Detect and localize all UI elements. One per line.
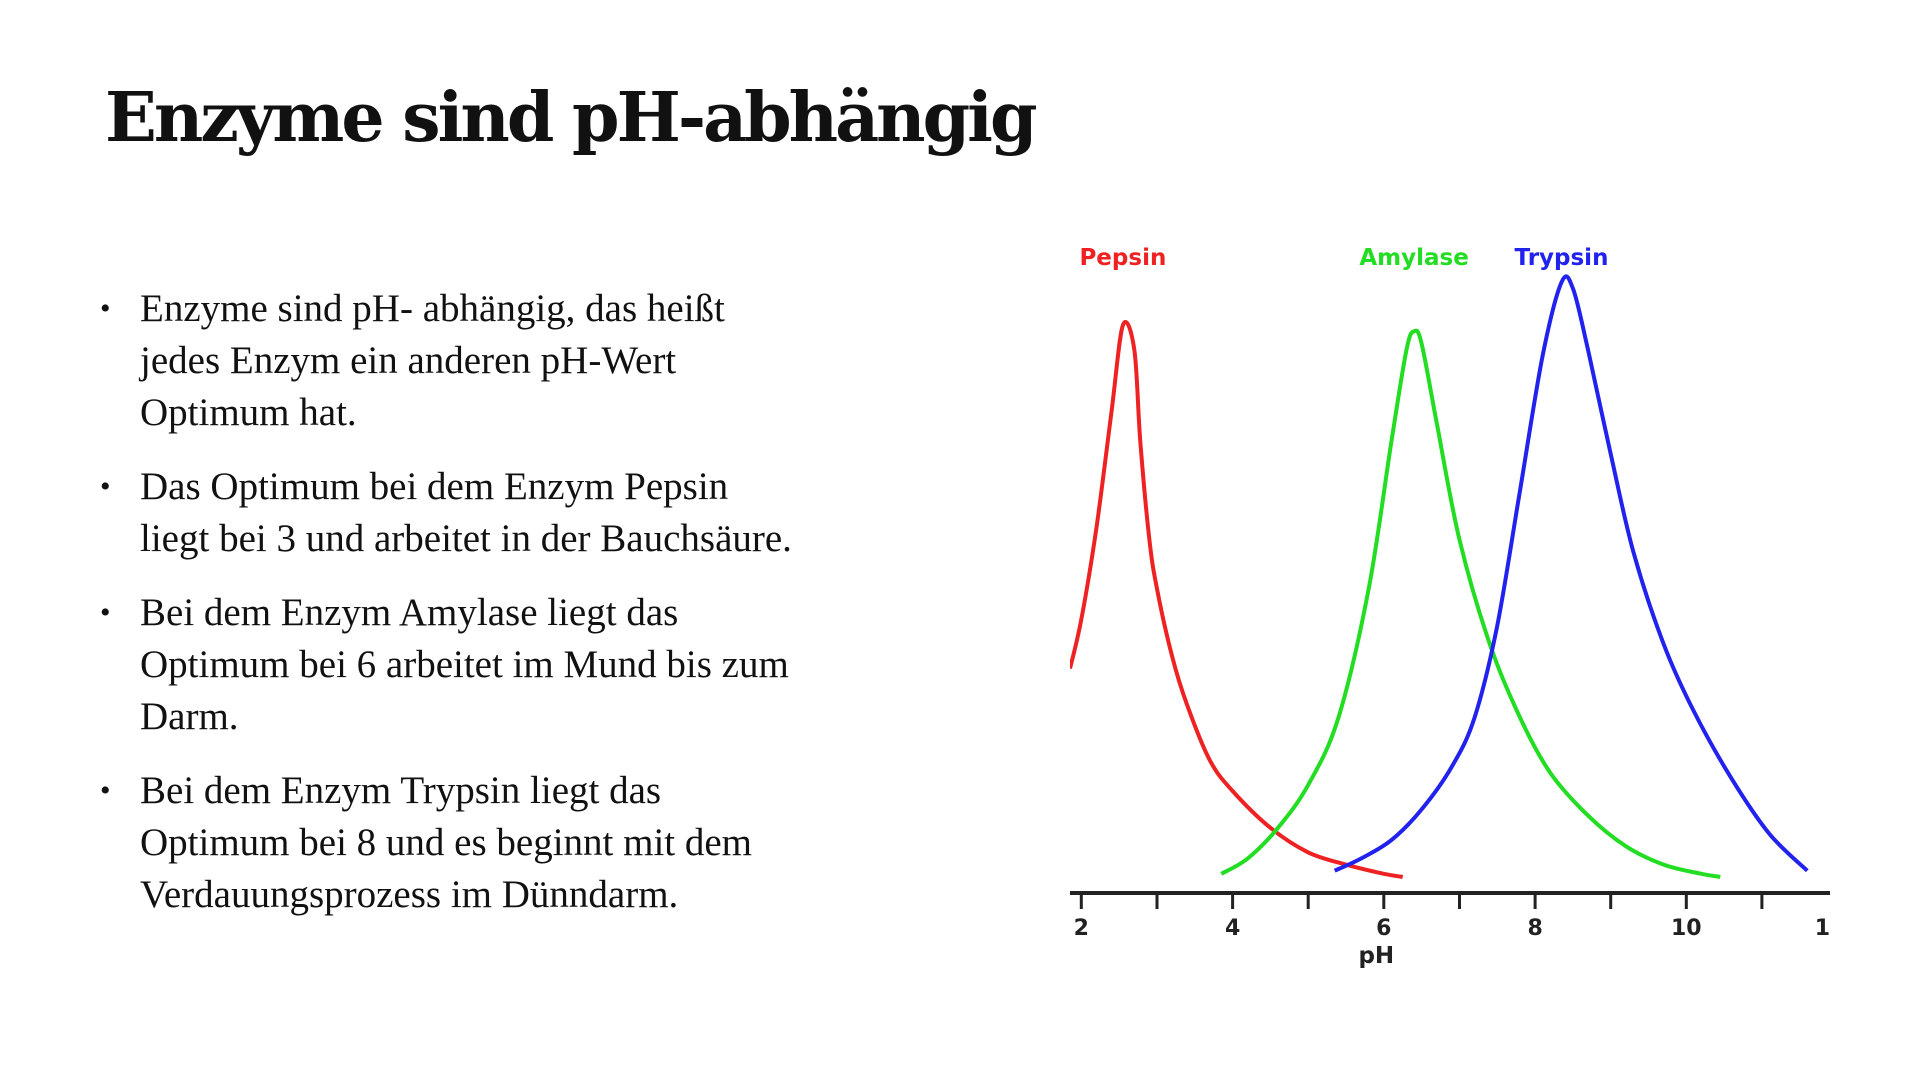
bullet-dot: • xyxy=(100,774,111,807)
x-tick-label: 10 xyxy=(1671,916,1702,941)
bullet-item: • Bei dem Enzym Trypsin liegt das Optimu… xyxy=(100,765,900,921)
bullet-item: • Enzyme sind pH- abhängig, das heißt je… xyxy=(100,283,900,439)
bullet-list: • Enzyme sind pH- abhängig, das heißt je… xyxy=(100,283,900,943)
x-axis-title: pH xyxy=(1358,943,1394,969)
x-tick-label: 1 xyxy=(1815,916,1830,941)
bullet-dot: • xyxy=(100,292,111,325)
bullet-item: • Bei dem Enzym Amylase liegt das Optimu… xyxy=(100,587,900,743)
bullet-text: Bei dem Enzym Trypsin liegt das Optimum … xyxy=(140,769,753,916)
bullet-text: Das Optimum bei dem Enzym Pepsin liegt b… xyxy=(140,465,792,560)
bullet-text: Enzyme sind pH- abhängig, das heißt jede… xyxy=(140,287,725,434)
bullet-dot: • xyxy=(100,596,111,629)
slide-title: Enzyme sind pH-abhängig xyxy=(105,78,1038,158)
bullet-item: • Das Optimum bei dem Enzym Pepsin liegt… xyxy=(100,461,900,565)
x-tick-label: 8 xyxy=(1527,916,1542,941)
legend-trypsin: Trypsin xyxy=(1515,245,1609,271)
bullet-text: Bei dem Enzym Amylase liegt das Optimum … xyxy=(140,591,789,738)
series-pepsin-line xyxy=(1070,319,1404,879)
legend-pepsin: Pepsin xyxy=(1079,245,1166,271)
x-tick-label: 2 xyxy=(1074,916,1089,941)
x-tick-label: 6 xyxy=(1376,916,1391,941)
x-tick-label: 4 xyxy=(1225,916,1240,941)
bullet-dot: • xyxy=(100,470,111,503)
chart-svg: Pepsin Amylase Trypsin 2 4 6 8 10 1 pH xyxy=(1070,245,1830,969)
ph-chart: Pepsin Amylase Trypsin 2 4 6 8 10 1 pH xyxy=(1070,235,1840,995)
legend-amylase: Amylase xyxy=(1359,245,1468,271)
series-amylase-line xyxy=(1220,328,1721,879)
series-trypsin-line xyxy=(1333,274,1809,873)
